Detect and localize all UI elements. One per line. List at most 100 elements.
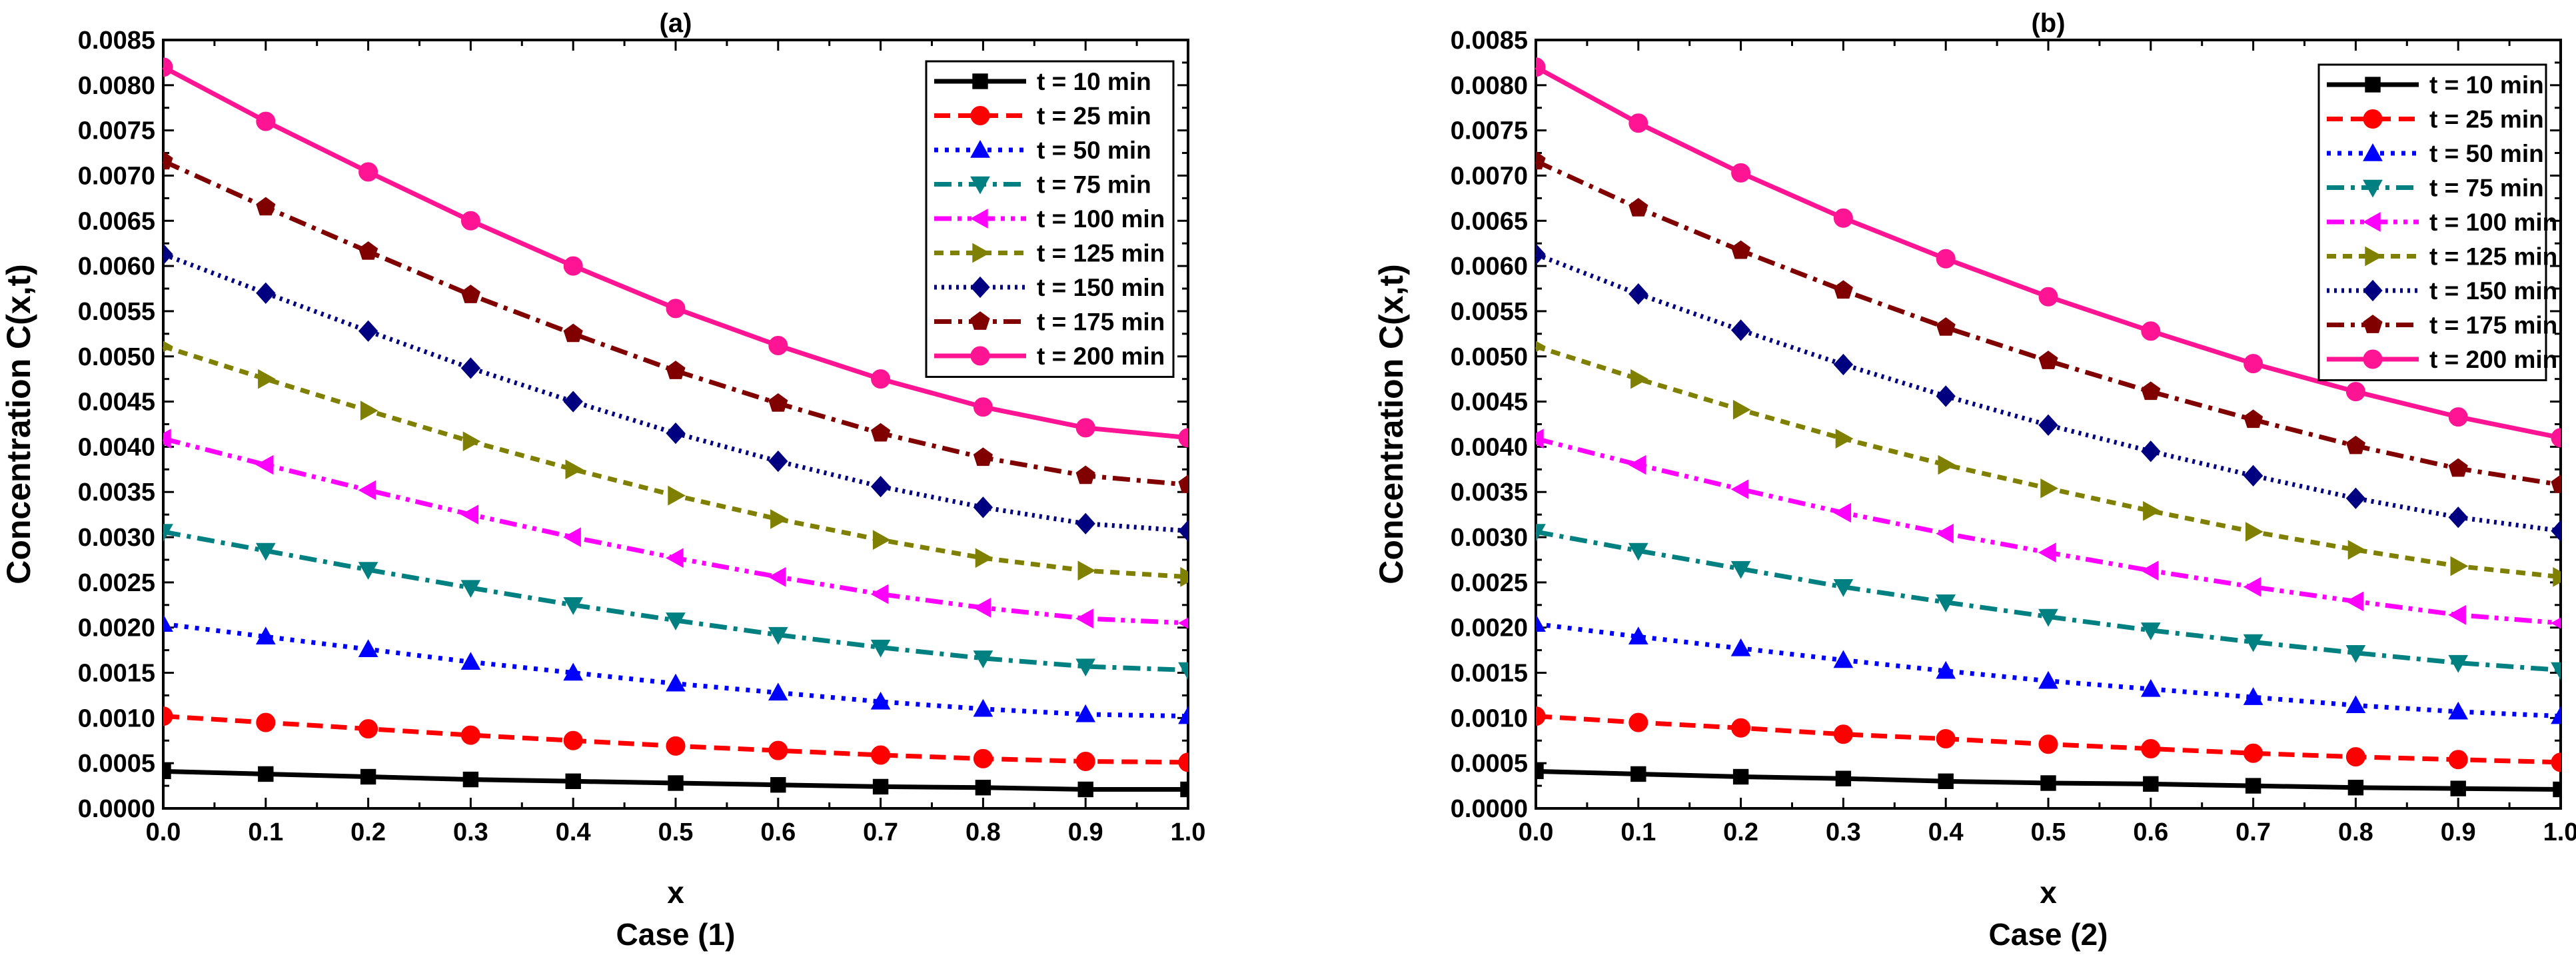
data-point bbox=[1936, 523, 1954, 544]
data-point bbox=[163, 524, 173, 542]
y-tick-label: 0.0070 bbox=[78, 162, 155, 190]
data-point bbox=[2551, 428, 2561, 448]
y-tick-label: 0.0045 bbox=[78, 389, 155, 417]
data-point bbox=[1731, 163, 1751, 183]
data-point bbox=[1178, 428, 1188, 448]
y-tick-label: 0.0000 bbox=[78, 795, 155, 823]
data-point bbox=[2038, 287, 2058, 307]
data-point bbox=[462, 431, 481, 452]
data-point bbox=[2243, 687, 2263, 705]
legend-label: t = 175 min bbox=[1037, 309, 1165, 336]
data-point bbox=[358, 719, 378, 739]
data-point bbox=[2345, 591, 2364, 612]
data-point bbox=[1730, 638, 1751, 656]
y-tick-label: 0.0050 bbox=[78, 343, 155, 371]
y-tick-label: 0.0085 bbox=[1451, 27, 1528, 55]
data-point bbox=[563, 597, 584, 615]
legend-label: t = 150 min bbox=[2429, 277, 2557, 305]
data-point bbox=[2448, 407, 2468, 427]
x-tick-label: 0.1 bbox=[1620, 818, 1656, 846]
data-point bbox=[1178, 706, 1188, 724]
data-point bbox=[1075, 512, 1095, 534]
legend-marker bbox=[2365, 77, 2381, 93]
x-tick-label: 0.3 bbox=[453, 818, 488, 846]
x-tick-label: 1.0 bbox=[1171, 818, 1206, 846]
data-point bbox=[2038, 414, 2058, 436]
y-tick-label: 0.0075 bbox=[78, 117, 155, 145]
data-point bbox=[460, 580, 481, 598]
data-point bbox=[2245, 522, 2263, 542]
data-point bbox=[1730, 319, 1751, 341]
x-tick-label: 0.8 bbox=[966, 818, 1001, 846]
data-point bbox=[973, 748, 993, 768]
series-markers bbox=[163, 151, 1188, 493]
x-tick-label: 0.4 bbox=[556, 818, 591, 846]
x-tick-label: 0.5 bbox=[2031, 818, 2066, 846]
data-point bbox=[666, 422, 686, 445]
data-point bbox=[1075, 608, 1093, 628]
series-50-min bbox=[163, 614, 1189, 724]
x-tick-label: 0.8 bbox=[2338, 818, 2373, 846]
data-point bbox=[1628, 283, 1648, 305]
legend-marker bbox=[970, 106, 990, 125]
data-point bbox=[1833, 208, 1853, 228]
data-point bbox=[258, 369, 276, 389]
data-point bbox=[163, 614, 173, 632]
data-point bbox=[2345, 747, 2365, 767]
data-point bbox=[2551, 706, 2561, 724]
series-200-min bbox=[1535, 57, 2561, 448]
legend-marker bbox=[970, 176, 990, 195]
data-point bbox=[871, 745, 891, 765]
y-tick-label: 0.0055 bbox=[78, 298, 155, 326]
data-point bbox=[460, 652, 481, 670]
data-point bbox=[163, 151, 173, 170]
data-point bbox=[1628, 542, 1648, 561]
data-point bbox=[2038, 542, 2056, 562]
legend-marker bbox=[970, 276, 990, 299]
data-point bbox=[1732, 399, 1751, 420]
series-markers bbox=[1536, 243, 2561, 542]
legend-marker bbox=[970, 139, 990, 158]
data-point bbox=[358, 320, 378, 342]
data-point bbox=[1835, 770, 1852, 786]
data-point bbox=[563, 730, 583, 750]
data-point bbox=[563, 256, 583, 276]
x-tick-label: 0.7 bbox=[2236, 818, 2271, 846]
data-point bbox=[1075, 751, 1095, 771]
data-point bbox=[2140, 622, 2161, 640]
data-point bbox=[1180, 566, 1188, 587]
data-point bbox=[2551, 662, 2561, 680]
data-point bbox=[1177, 617, 1188, 629]
data-point bbox=[2345, 382, 2365, 402]
series-markers bbox=[1536, 763, 2561, 798]
series-line bbox=[163, 621, 1189, 719]
legend-marker bbox=[2363, 179, 2383, 198]
legend-marker bbox=[972, 73, 988, 89]
legend-marker bbox=[970, 311, 990, 330]
data-point bbox=[2141, 441, 2161, 463]
series-markers bbox=[163, 57, 1188, 448]
data-point bbox=[668, 485, 686, 506]
x-tick-label: 0.2 bbox=[1723, 818, 1758, 846]
x-axis-label: x bbox=[667, 875, 684, 910]
legend: t = 10 min t = 25 min t = 50 min t = 75 min… bbox=[2317, 63, 2557, 381]
series-markers bbox=[163, 614, 1188, 724]
series-markers bbox=[1536, 429, 2561, 629]
data-point bbox=[1835, 429, 1854, 449]
data-point bbox=[358, 562, 378, 580]
data-point bbox=[1075, 465, 1095, 484]
data-point bbox=[870, 475, 891, 498]
data-point bbox=[768, 626, 788, 645]
legend-label: t = 125 min bbox=[1037, 240, 1165, 267]
data-point bbox=[1628, 113, 1648, 133]
data-point bbox=[1536, 341, 1547, 353]
series-line bbox=[1535, 621, 2561, 719]
data-point bbox=[1628, 626, 1648, 644]
data-point bbox=[358, 241, 378, 260]
legend-label: t = 50 min bbox=[2429, 140, 2544, 167]
data-point bbox=[1075, 704, 1096, 722]
data-point bbox=[975, 780, 991, 796]
series-125-min bbox=[1535, 341, 2561, 587]
legend-marker bbox=[2365, 246, 2383, 267]
y-tick-label: 0.0015 bbox=[78, 660, 155, 688]
